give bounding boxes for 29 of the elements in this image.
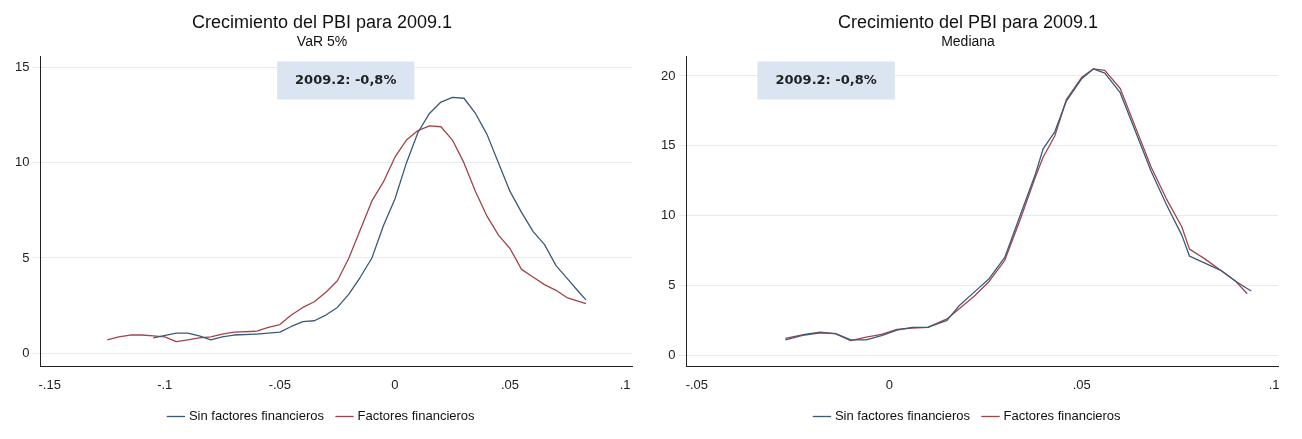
x-tick-label: 0	[885, 376, 893, 392]
x-tick-label: -.1	[157, 376, 173, 392]
y-tick-label: 15	[660, 137, 676, 153]
chart-title: Crecimiento del PBI para 2009.1	[837, 11, 1099, 32]
legend-label: Factores financieros	[1003, 408, 1122, 424]
y-tick-label: 0	[668, 346, 676, 362]
chart-subtitle: VaR 5%	[296, 32, 348, 49]
y-tick-label: 20	[660, 67, 676, 83]
annotation: 2009.2: -0,8%	[295, 71, 397, 87]
x-tick-label: .05	[500, 376, 520, 392]
x-tick-label: -.05	[685, 376, 709, 392]
y-tick-label: 0	[22, 344, 30, 360]
y-tick-label: 5	[668, 276, 676, 292]
x-tick-label: -.05	[268, 376, 292, 392]
y-tick-label: 15	[14, 59, 30, 75]
chart-subtitle: Mediana	[941, 32, 996, 49]
x-tick-label: 0	[391, 376, 399, 392]
y-tick-label: 5	[22, 249, 30, 265]
legend-label: Factores financieros	[357, 408, 476, 424]
x-tick-label: .05	[1072, 376, 1091, 392]
x-tick-label: -.15	[38, 376, 61, 392]
chart-title: Crecimiento del PBI para 2009.1	[191, 11, 453, 32]
legend-label: Sin factores financieros	[188, 408, 325, 424]
y-tick-label: 10	[660, 207, 676, 223]
x-tick-label: .1	[619, 376, 631, 392]
annotation: 2009.2: -0,8%	[775, 71, 877, 87]
y-tick-label: 10	[14, 154, 30, 170]
x-tick-label: .1	[1268, 376, 1280, 392]
legend-label: Sin factores financieros	[834, 408, 971, 424]
